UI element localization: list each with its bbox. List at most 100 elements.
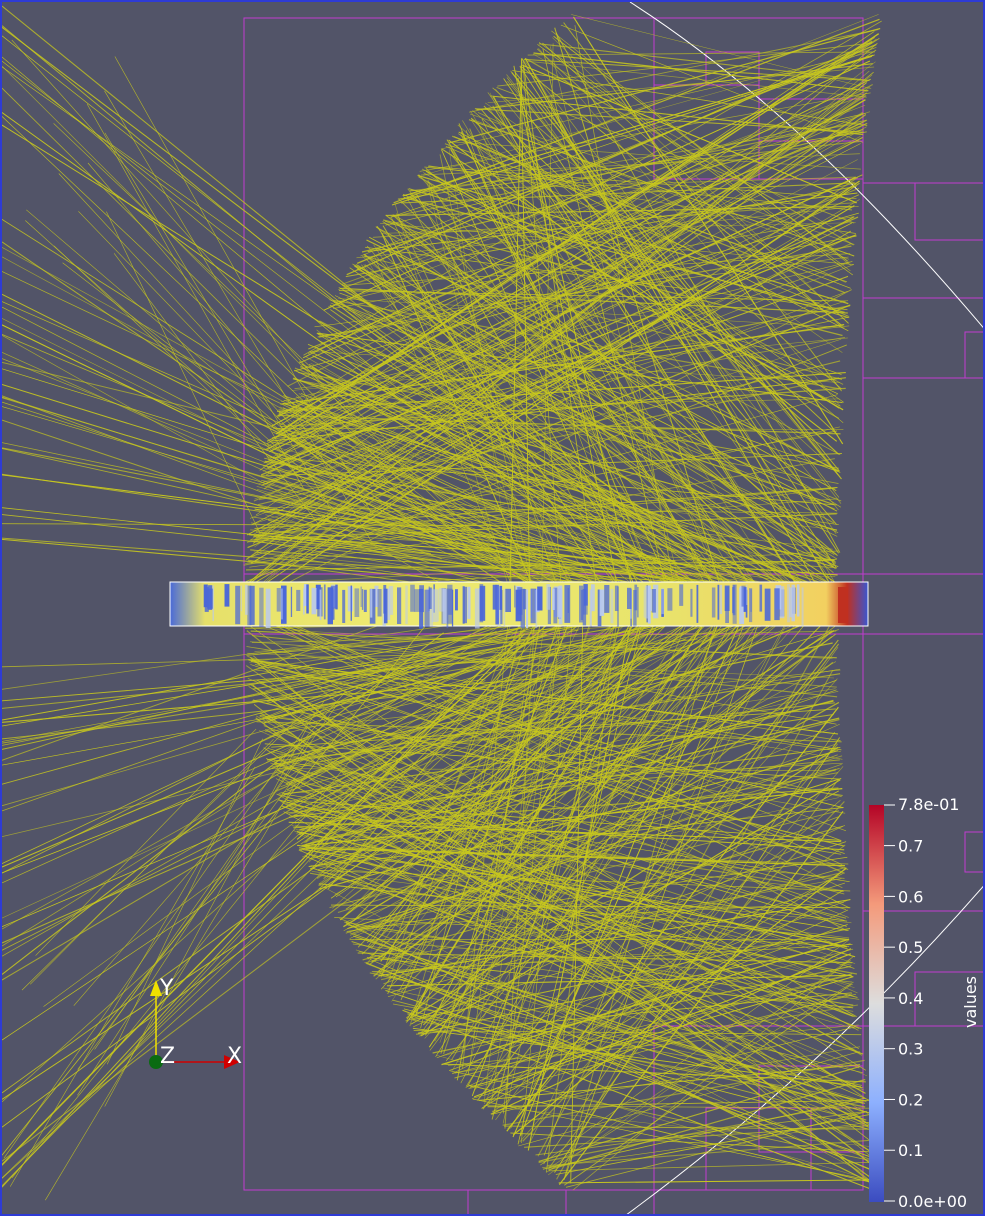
ray-line: [285, 614, 769, 805]
ray-line: [414, 608, 576, 1017]
ray-line: [356, 43, 877, 264]
ray-line: [563, 622, 717, 1179]
ray-line: [468, 1084, 876, 1184]
ray-line: [545, 981, 854, 1173]
ray-line: [373, 623, 771, 977]
ray-line: [435, 604, 716, 1057]
ray-line: [392, 1003, 864, 1089]
z-axis-marker: [149, 1055, 163, 1069]
slab-streak: [591, 584, 595, 612]
ray-line: [245, 114, 867, 560]
slab-streak: [265, 588, 271, 629]
ray-line: [427, 180, 557, 585]
ray-line: [104, 726, 308, 1107]
slab-streak: [442, 588, 447, 624]
ray-line: [293, 612, 710, 813]
y-axis-arrow: [150, 980, 162, 996]
ray-line: [2, 674, 598, 740]
colorbar-tick-label: 0.4: [898, 989, 923, 1008]
ray-line: [280, 324, 845, 405]
slab-streak: [580, 589, 584, 620]
ray-line: [251, 222, 852, 526]
ray-line: [267, 143, 861, 447]
slab-streak: [788, 587, 793, 618]
ray-line: [476, 639, 839, 1101]
ray-line: [416, 193, 649, 602]
slab-streak: [303, 584, 307, 606]
slab-streak: [644, 585, 651, 619]
ray-line: [318, 340, 809, 596]
ray-line: [361, 264, 625, 597]
ray-line: [2, 124, 660, 534]
ray-line: [2, 619, 538, 1103]
ray-line: [77, 756, 311, 1070]
slab-streak: [330, 585, 336, 609]
ray-line: [367, 614, 757, 960]
ray-line: [2, 617, 652, 919]
ray-line: [519, 766, 844, 1143]
ray-line: [542, 1122, 869, 1168]
slab-streak: [296, 589, 301, 611]
ray-line: [309, 872, 858, 975]
ray-line: [462, 120, 751, 603]
ray-line: [245, 665, 866, 1100]
x-axis-arrow: [224, 1055, 240, 1069]
slab-streak: [589, 589, 592, 627]
slab-streak: [690, 588, 693, 617]
ray-line: [2, 605, 434, 761]
ray-line: [277, 794, 869, 1114]
ray-line: [563, 609, 764, 1181]
slab-streak: [553, 587, 558, 624]
ray-line: [2, 474, 676, 562]
slab-streak: [311, 587, 317, 615]
slab-streak: [428, 586, 430, 611]
ray-line: [308, 122, 868, 350]
ray-line: [403, 1008, 869, 1130]
slab-streak: [732, 584, 737, 624]
ray-line: [43, 776, 357, 1007]
ray-line: [2, 401, 632, 604]
ray-line: [2, 644, 513, 746]
ray-line: [555, 1114, 870, 1175]
ray-line: [2, 671, 704, 837]
ray-line: [469, 113, 855, 245]
ray-line: [2, 112, 635, 568]
ray-line: [408, 614, 661, 1020]
ray-line: [323, 618, 585, 864]
ray-line: [398, 198, 801, 599]
ray-line: [317, 235, 857, 338]
ray-line: [104, 132, 338, 521]
ray-line: [299, 360, 544, 601]
ray-line: [470, 119, 780, 587]
ray-line: [2, 635, 607, 1041]
ray-line: [2, 335, 439, 583]
ray-line: [382, 225, 607, 594]
ray-line: [560, 24, 864, 143]
ray-line: [2, 646, 567, 981]
ray-line: [334, 612, 796, 896]
ray-line: [277, 414, 841, 435]
mesh-grid-overlay: [243, 17, 983, 1214]
ray-line: [385, 205, 852, 217]
ray-line: [548, 1078, 866, 1171]
ray-line: [448, 139, 838, 442]
ray-line: [445, 618, 810, 1062]
ray-line: [299, 610, 835, 836]
ray-line: [276, 119, 867, 418]
ray-line: [434, 613, 692, 1042]
slab-streak: [224, 584, 230, 607]
ray-line: [2, 396, 439, 532]
slab-streak: [354, 588, 360, 617]
ray-line: [423, 47, 875, 176]
ray-line: [297, 400, 721, 593]
ray-line: [286, 800, 842, 841]
ray-line: [114, 56, 372, 513]
ray-line: [2, 419, 432, 564]
ray-line: [330, 309, 740, 600]
ray-line: [400, 623, 754, 993]
ray-line: [301, 699, 834, 847]
ray-line: [2, 632, 444, 975]
ray-line: [368, 606, 630, 947]
